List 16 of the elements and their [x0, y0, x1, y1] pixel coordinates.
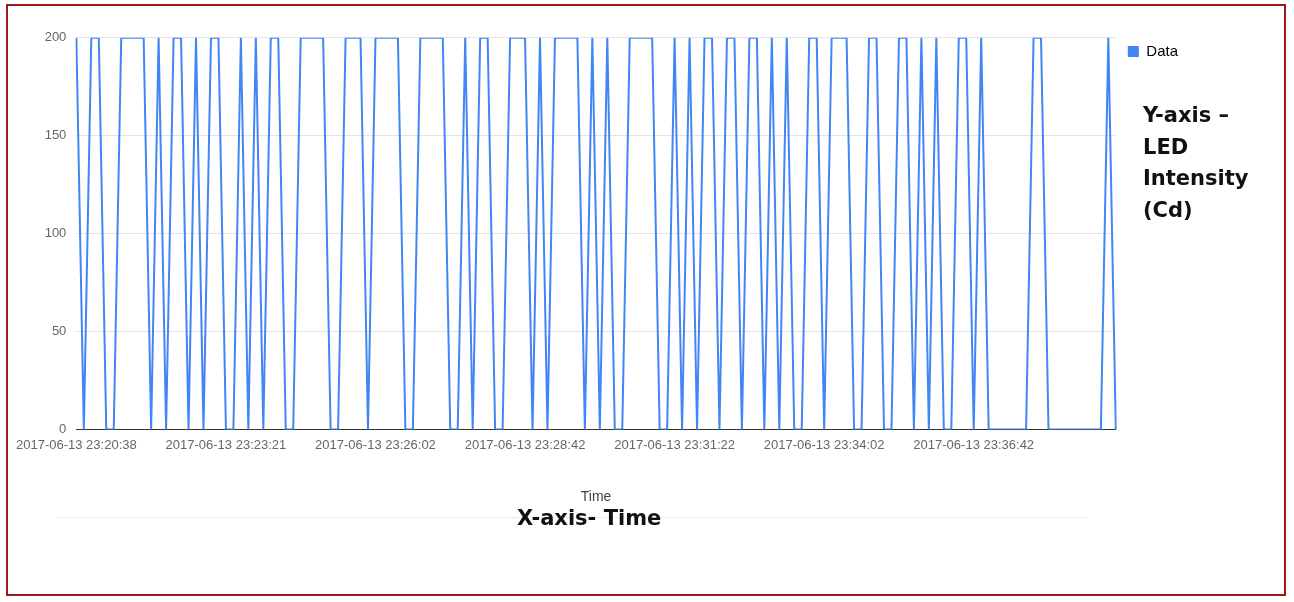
x-tick-label: 2017-06-13 23:36:42 [913, 436, 1035, 452]
legend-label: Data [1146, 41, 1179, 59]
y-tick-label: 200 [44, 29, 67, 45]
y-tick-label: 0 [59, 421, 67, 437]
text: X-axis- Time [517, 505, 663, 532]
y-tick-label: 50 [51, 323, 67, 339]
x-axis-title: Time [580, 488, 612, 505]
y-tick-label: 100 [44, 225, 67, 241]
text: Y-axis – LED Intensity (Cd) [1143, 102, 1250, 224]
x-tick-label: 2017-06-13 23:26:02 [315, 436, 436, 452]
x-tick-label: 2017-06-13 23:23:21 [165, 436, 287, 452]
x-tick-label: 2017-06-13 23:31:22 [614, 436, 735, 452]
x-tick-label: 2017-06-13 23:28:42 [464, 436, 586, 452]
x-tick-label: 2017-06-13 23:34:02 [763, 436, 885, 452]
x-tick-label: 2017-06-13 23:20:38 [16, 436, 137, 452]
y-tick-label: 150 [44, 127, 67, 143]
